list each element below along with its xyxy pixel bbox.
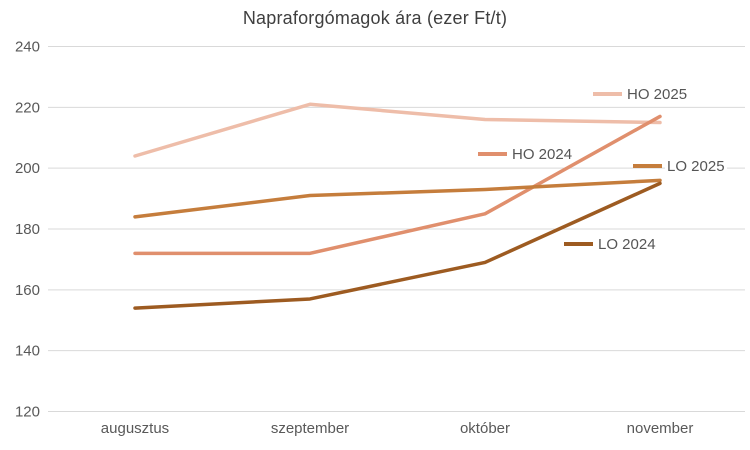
x-axis-label: augusztus <box>101 420 169 437</box>
series-line-lo-2025 <box>133 178 662 219</box>
y-axis-tick-label: 160 <box>15 282 40 299</box>
y-axis-tick-label: 200 <box>15 160 40 177</box>
y-axis-tick-label: 180 <box>15 221 40 238</box>
chart-title: Napraforgómagok ára (ezer Ft/t) <box>242 8 508 28</box>
x-axis-label: november <box>627 420 694 437</box>
series-line-lo-2024 <box>133 181 662 310</box>
series-label-ho-2024: HO 2024 <box>512 146 572 163</box>
series-label-backplate-lo-2025 <box>665 157 727 175</box>
series-label-lo-2024: LO 2024 <box>598 236 656 253</box>
x-axis-label: szeptember <box>271 420 349 437</box>
series-label-backplate-ho-2025 <box>625 85 687 103</box>
y-axis-tick-label: 140 <box>15 343 40 360</box>
x-axis-label: október <box>460 420 510 437</box>
series-label-lo-2025: LO 2025 <box>667 158 725 175</box>
series-label-ho-2025: HO 2025 <box>627 86 687 103</box>
y-axis-tick-label: 240 <box>15 39 40 56</box>
series-line-ho-2025 <box>133 102 662 158</box>
y-axis-tick-label: 220 <box>15 99 40 116</box>
y-axis-tick-label: 120 <box>15 404 40 421</box>
series-label-backplate-ho-2024 <box>510 145 572 163</box>
series-line-ho-2024 <box>133 114 662 256</box>
series-label-backplate-lo-2024 <box>596 235 658 253</box>
